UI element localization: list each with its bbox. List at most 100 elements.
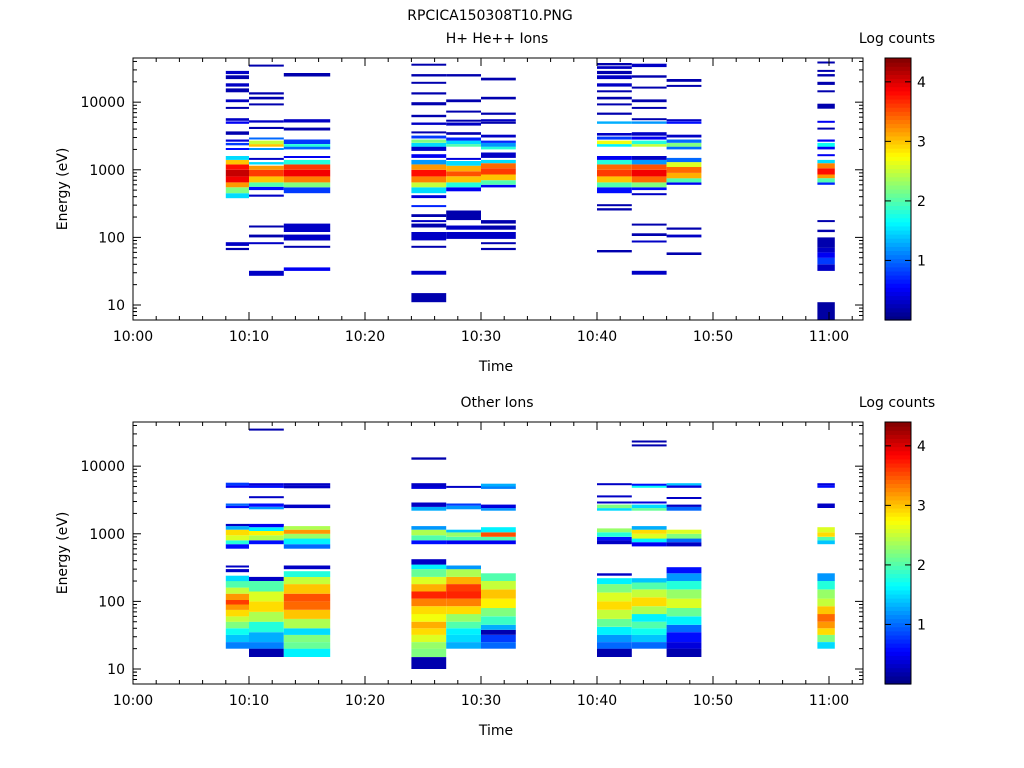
colorbar-swatch [885,123,911,129]
heatmap-cell [481,225,516,230]
colorbar-swatch [885,213,911,219]
heatmap-cell [411,606,447,615]
colorbar-swatch [885,659,911,665]
heatmap-cell [225,75,249,80]
heatmap-cell [817,589,835,599]
colorbar-swatch [885,111,911,116]
heatmap-cell [411,92,447,95]
heatmap-cell [283,73,331,77]
heatmap-cell [597,144,632,147]
heatmap-cell [666,642,702,649]
colorbar-swatch [885,184,911,190]
heatmap-cell [817,81,835,85]
heatmap-cell [225,176,249,183]
colorbar-label: Log counts [859,31,935,47]
heatmap-cell [666,134,702,138]
colorbar-swatch [885,434,911,439]
heatmap-cell [225,600,249,605]
heatmap-cell [446,157,481,160]
colorbar-swatch [885,638,911,644]
colorbar-swatch [885,622,911,628]
heatmap-cell [446,536,481,541]
heatmap-cell [597,103,632,106]
heatmap-cell [249,64,284,67]
colorbar-swatch [885,193,911,198]
heatmap-cell [481,642,516,649]
colorbar-tick-label: 3 [917,498,926,514]
heatmap-cell [481,589,516,599]
heatmap-cell [481,159,516,164]
panel-h-he-ions: H+ He++ Ions 10:00 10:10 10:20 10:30 10:40 10… [55,31,935,375]
heatmap-cell [283,533,331,539]
heatmap-cell [411,114,447,118]
heatmap-cell [411,502,447,507]
heatmap-cell [225,118,249,121]
colorbar-swatch [885,135,911,141]
heatmap-cell [631,99,667,103]
colorbar-tick-label: 2 [917,558,926,574]
heatmap-cell [817,483,835,486]
heatmap-cell [817,163,835,169]
colorbar-swatch [885,172,911,178]
heatmap-cell [249,621,284,633]
heatmap-cell [817,302,835,320]
heatmap-cell [225,156,249,160]
heatmap-cell [225,242,249,246]
heatmap-cell [283,234,331,241]
colorbar-swatch [885,598,911,603]
plot-frame [132,57,864,321]
heatmap-cell [817,247,835,253]
heatmap-cell [283,182,331,188]
heatmap-cell [631,132,667,136]
colorbar-swatch [885,119,911,125]
heatmap-cell [597,483,632,486]
heatmap-cell [481,121,516,124]
heatmap-cell [597,70,632,75]
heatmap-cell [249,642,284,649]
heatmap-cell [249,103,284,106]
heatmap-cell [481,134,516,138]
colorbar-swatch [885,544,911,550]
x-axis-label: Time [478,723,513,739]
colorbar-swatch [885,164,911,170]
heatmap-cell [225,142,249,146]
heatmap-cell [666,504,702,507]
heatmap-cell [666,146,702,150]
heatmap-cell [817,74,835,77]
heatmap-cell [597,164,632,170]
colorbar-swatch [885,299,911,305]
heatmap-cell [817,628,835,635]
heatmap-cell [411,102,447,106]
heatmap-cell [249,137,284,140]
colorbar-swatch [885,532,911,538]
colorbar-swatch [885,679,911,685]
x-tick-label: 10:10 [229,693,269,709]
heatmap-cell [225,609,249,617]
heatmap-cell [249,144,284,147]
heatmap-cell [283,628,331,635]
colorbar-swatch [885,553,911,558]
heatmap-cell [446,232,481,239]
colorbar-swatch [885,274,911,280]
heatmap-cell [225,106,249,109]
colorbar-swatch [885,634,911,640]
heatmap-cell [597,66,632,69]
heatmap-cell [225,523,249,527]
colorbar-swatch [885,593,911,599]
heatmap-cell [225,569,249,573]
heatmap-cell [225,182,249,188]
colorbar-swatch [885,450,911,456]
heatmap-cell [225,485,249,488]
colorbar-swatch [885,242,911,247]
colorbar-swatch [885,205,911,211]
heatmap-cell [446,529,481,533]
heatmap-cell [817,182,835,185]
heatmap-cell [411,176,447,183]
colorbar-swatch [885,610,911,615]
heatmap-cell [666,178,702,183]
heatmap-cell [817,257,835,265]
heatmap-cell [283,187,331,194]
heatmap-cell [631,597,667,607]
colorbar-swatch [885,483,911,489]
heatmap-cell [817,61,835,64]
